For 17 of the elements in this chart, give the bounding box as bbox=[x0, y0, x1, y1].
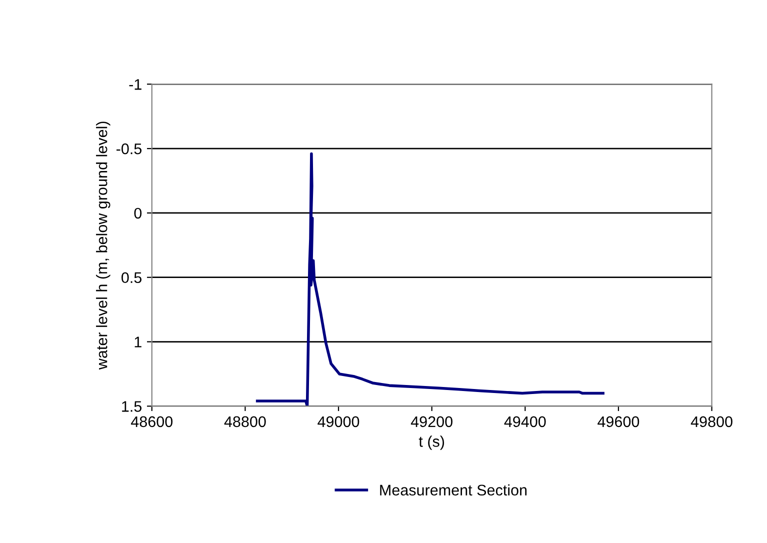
line-series bbox=[256, 152, 604, 406]
y-tick-label: 0 bbox=[134, 208, 142, 219]
legend-label: Measurement Section bbox=[380, 484, 527, 496]
x-axis-title: t (s) bbox=[418, 436, 444, 450]
x-tick-label: 49800 bbox=[690, 416, 732, 428]
x-tick-label: 49200 bbox=[410, 416, 452, 428]
x-tick-label: 48600 bbox=[130, 416, 173, 428]
y-tick-label: -0.5 bbox=[116, 143, 142, 154]
y-axis-title: water level h (m, below ground level) bbox=[96, 122, 110, 370]
y-tick-label: 0.5 bbox=[122, 272, 142, 284]
x-tick-label: 49400 bbox=[504, 416, 546, 428]
x-tick-label: 49600 bbox=[598, 416, 640, 428]
x-tick-label: 48800 bbox=[224, 416, 266, 428]
y-tick-label: -1 bbox=[129, 79, 142, 90]
y-tick-label: 1.5 bbox=[122, 401, 142, 412]
x-tick-label: 49000 bbox=[318, 416, 360, 428]
y-tick-label: 1 bbox=[134, 336, 142, 348]
